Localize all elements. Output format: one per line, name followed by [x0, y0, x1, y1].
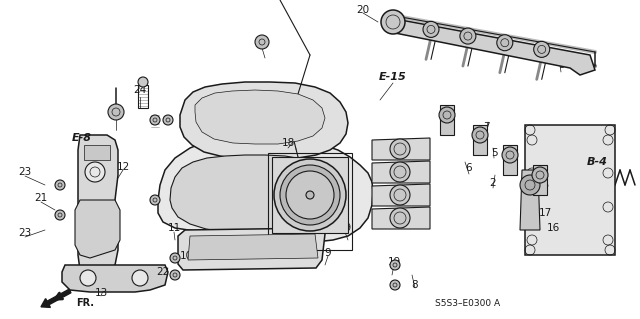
Circle shape	[390, 208, 410, 228]
Circle shape	[150, 195, 160, 205]
Text: 3: 3	[557, 60, 564, 70]
Text: 7: 7	[483, 122, 490, 132]
Circle shape	[286, 171, 334, 219]
Polygon shape	[75, 200, 120, 258]
Polygon shape	[84, 230, 110, 245]
Circle shape	[520, 175, 540, 195]
Polygon shape	[272, 157, 348, 233]
Text: S5S3–E0300 A: S5S3–E0300 A	[435, 299, 500, 308]
Text: 11: 11	[168, 223, 180, 233]
Circle shape	[381, 10, 405, 34]
Text: 4: 4	[259, 37, 266, 47]
Circle shape	[80, 270, 96, 286]
Text: 20: 20	[356, 5, 369, 15]
Text: 14: 14	[102, 203, 116, 213]
Circle shape	[274, 159, 346, 231]
Text: FR.: FR.	[76, 298, 94, 308]
Text: 9: 9	[324, 248, 332, 258]
Polygon shape	[84, 145, 110, 160]
Text: 23: 23	[19, 167, 31, 177]
Circle shape	[460, 28, 476, 44]
Text: B-4: B-4	[587, 157, 607, 167]
Text: 10: 10	[179, 251, 193, 261]
Circle shape	[306, 191, 314, 199]
Polygon shape	[390, 18, 595, 75]
Circle shape	[390, 162, 410, 182]
Circle shape	[55, 210, 65, 220]
Text: 17: 17	[538, 208, 552, 218]
Polygon shape	[503, 145, 517, 175]
Text: 24: 24	[133, 85, 147, 95]
Text: 16: 16	[547, 223, 559, 233]
Polygon shape	[440, 105, 454, 135]
Circle shape	[439, 107, 455, 123]
Polygon shape	[170, 155, 341, 234]
Polygon shape	[178, 228, 325, 270]
Polygon shape	[195, 90, 325, 144]
Circle shape	[280, 165, 340, 225]
Polygon shape	[84, 200, 110, 210]
Circle shape	[534, 41, 550, 57]
Polygon shape	[520, 170, 540, 230]
Text: 12: 12	[116, 162, 130, 172]
Circle shape	[390, 280, 400, 290]
Polygon shape	[372, 184, 430, 206]
Circle shape	[423, 21, 439, 37]
Circle shape	[390, 260, 400, 270]
Circle shape	[170, 270, 180, 280]
Polygon shape	[180, 82, 348, 160]
Text: 2: 2	[490, 178, 496, 188]
Circle shape	[132, 270, 148, 286]
Circle shape	[532, 167, 548, 183]
Text: E-2: E-2	[303, 167, 323, 177]
Polygon shape	[372, 161, 430, 183]
Circle shape	[150, 115, 160, 125]
Text: 18: 18	[282, 138, 294, 148]
Text: E-8: E-8	[72, 133, 92, 143]
Circle shape	[502, 147, 518, 163]
Circle shape	[85, 162, 105, 182]
Polygon shape	[188, 234, 318, 260]
Circle shape	[472, 127, 488, 143]
Polygon shape	[525, 125, 615, 255]
FancyArrow shape	[41, 289, 71, 308]
Polygon shape	[473, 125, 487, 155]
Polygon shape	[372, 138, 430, 160]
Circle shape	[390, 139, 410, 159]
Text: 8: 8	[412, 280, 419, 290]
Circle shape	[170, 253, 180, 263]
Circle shape	[163, 115, 173, 125]
Text: 5: 5	[491, 148, 497, 158]
Circle shape	[55, 180, 65, 190]
Circle shape	[255, 35, 269, 49]
Text: 15: 15	[536, 180, 550, 190]
Polygon shape	[78, 135, 118, 270]
Text: 13: 13	[94, 288, 108, 298]
Text: 1: 1	[527, 210, 533, 220]
Polygon shape	[158, 136, 373, 243]
Text: 19: 19	[387, 257, 401, 267]
Polygon shape	[62, 265, 168, 292]
Text: 6: 6	[466, 163, 472, 173]
Polygon shape	[533, 165, 547, 195]
Text: 19: 19	[339, 223, 351, 233]
Polygon shape	[372, 207, 430, 229]
Text: E-15: E-15	[379, 72, 407, 82]
Text: 23: 23	[19, 228, 31, 238]
Text: 21: 21	[35, 193, 47, 203]
Circle shape	[108, 104, 124, 120]
Circle shape	[390, 185, 410, 205]
Text: 20: 20	[109, 109, 123, 119]
Circle shape	[138, 77, 148, 87]
Circle shape	[497, 35, 513, 51]
Text: 22: 22	[156, 267, 170, 277]
